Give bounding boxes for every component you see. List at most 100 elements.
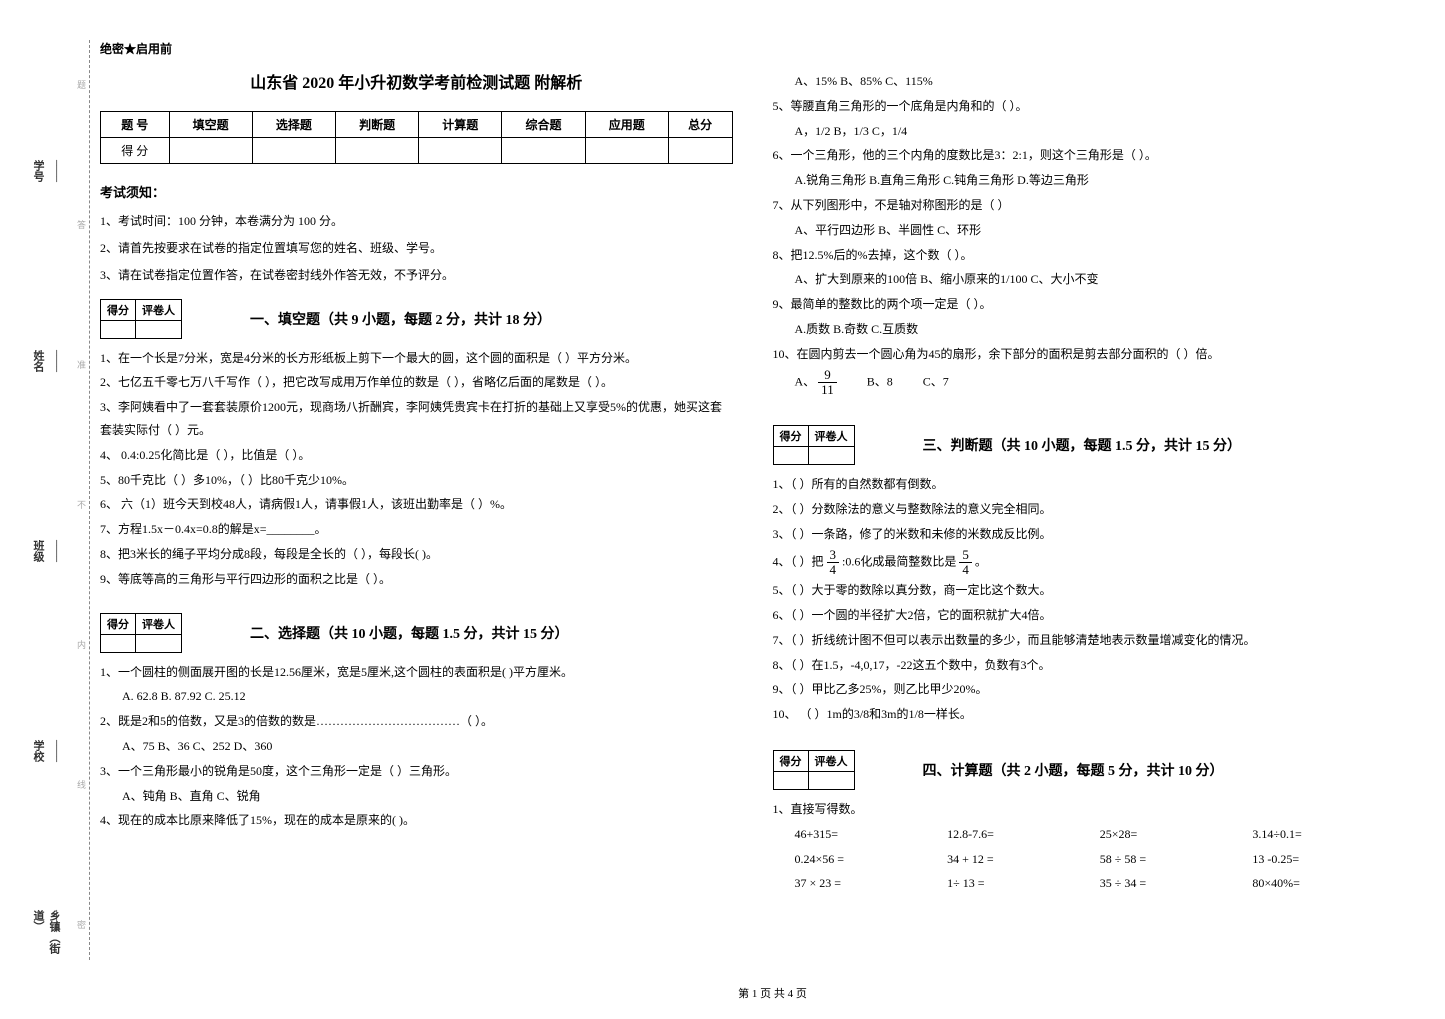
col-head: 总分	[668, 112, 732, 138]
mini-col: 得分	[101, 299, 136, 320]
mini-col: 评卷人	[136, 613, 182, 634]
margin-inside: 答	[75, 220, 88, 231]
secret-label: 绝密★启用前	[100, 40, 733, 57]
col-head: 题 号	[101, 112, 170, 138]
margin-fill: ____	[55, 160, 67, 182]
calc-item: 34 + 12 =	[947, 848, 1100, 871]
question: 9、等底等高的三角形与平行四边形的面积之比是（ ）。	[100, 568, 733, 591]
calc-row: 46+315= 12.8-7.6= 25×28= 3.14÷0.1=	[773, 823, 1406, 846]
question: 5、等腰直角三角形的一个底角是内角和的（ ）。	[773, 95, 1406, 118]
choice-question-list: 1、一个圆柱的侧面展开图的长是12.56厘米，宽是5厘米,这个圆柱的表面积是( …	[100, 661, 733, 833]
section-header-row: 得分评卷人 四、计算题（共 2 小题，每题 5 分，共计 10 分）	[773, 750, 1406, 790]
page-footer: 第 1 页 共 4 页	[100, 985, 1445, 1001]
q-mid: :0.6化成最简整数比是	[842, 554, 959, 568]
question: 6、（ ）一个圆的半径扩大2倍，它的面积就扩大4倍。	[773, 604, 1406, 627]
calc-item: 25×28=	[1100, 823, 1253, 846]
margin-inside: 不	[75, 500, 88, 511]
options: A、扩大到原来的100倍 B、缩小原来的1/100 C、大小不变	[773, 268, 1406, 291]
calc-item: 37 × 23 =	[795, 872, 948, 895]
mini-col: 得分	[773, 750, 808, 771]
calc-row: 37 × 23 = 1÷ 13 = 35 ÷ 34 = 80×40%=	[773, 872, 1406, 895]
opt-b: B、8	[867, 374, 893, 388]
frac-num: 5	[959, 548, 972, 563]
fraction: 911	[818, 368, 837, 398]
margin-fill: ____	[55, 910, 67, 932]
section-title: 三、判断题（共 10 小题，每题 1.5 分，共计 15 分）	[923, 435, 1242, 455]
question: 5、80千克比（ ）多10%，（ ）比80千克少10%。	[100, 469, 733, 492]
question: 6、 六（1）班今天到校48人，请病假1人，请事假1人，该班出勤率是（ ）%。	[100, 493, 733, 516]
section-title: 四、计算题（共 2 小题，每题 5 分，共计 10 分）	[923, 760, 1224, 780]
question: 5、（ ）大于零的数除以真分数，商一定比这个数大。	[773, 579, 1406, 602]
margin-fill: ____	[55, 540, 67, 562]
calc-head: 1、直接写得数。	[773, 798, 1406, 821]
margin-fill: ____	[55, 740, 67, 762]
section-header-row: 得分评卷人 一、填空题（共 9 小题，每题 2 分，共计 18 分）	[100, 299, 733, 339]
col-head: 应用题	[585, 112, 668, 138]
frac-num: 9	[818, 368, 837, 383]
section-title: 二、选择题（共 10 小题，每题 1.5 分，共计 15 分）	[250, 623, 569, 643]
question: 1、一个圆柱的侧面展开图的长是12.56厘米，宽是5厘米,这个圆柱的表面积是( …	[100, 661, 733, 684]
score-table: 题 号 填空题 选择题 判断题 计算题 综合题 应用题 总分 得 分	[100, 111, 733, 164]
notice-list: 1、考试时间：100 分钟，本卷满分为 100 分。 2、请首先按要求在试卷的指…	[100, 209, 733, 289]
question: 4、现在的成本比原来降低了15%，现在的成本是原来的( )。	[100, 809, 733, 832]
right-column: A、15% B、85% C、115% 5、等腰直角三角形的一个底角是内角和的（ …	[773, 40, 1406, 897]
binding-margin: 乡镇（街道） ____ 学校 ____ 班级 ____ 姓名 ____ 学号 _…	[30, 40, 90, 960]
margin-label: 班级	[30, 540, 46, 562]
options: A.锐角三角形 B.直角三角形 C.钝角三角形 D.等边三角形	[773, 169, 1406, 192]
fraction: 54	[959, 548, 972, 578]
calc-item: 13 -0.25=	[1252, 848, 1405, 871]
options: A、75 B、36 C、252 D、360	[100, 735, 733, 758]
question: 8、把12.5%后的%去掉，这个数（ ）。	[773, 244, 1406, 267]
notice-item: 1、考试时间：100 分钟，本卷满分为 100 分。	[100, 209, 733, 234]
question: 6、一个三角形，他的三个内角的度数比是3：2:1，则这个三角形是（ ）。	[773, 144, 1406, 167]
calc-item: 1÷ 13 =	[947, 872, 1100, 895]
table-row: 得 分	[101, 138, 733, 164]
calc-item: 46+315=	[795, 823, 948, 846]
col-head: 选择题	[252, 112, 335, 138]
question: 10、 （ ）1m的3/8和3m的1/8一样长。	[773, 703, 1406, 726]
margin-fill: ____	[55, 350, 67, 372]
options: A、钝角 B、直角 C、锐角	[100, 785, 733, 808]
options: A、15% B、85% C、115%	[773, 70, 1406, 93]
left-column: 绝密★启用前 山东省 2020 年小升初数学考前检测试题 附解析 题 号 填空题…	[100, 40, 733, 897]
margin-inside: 密	[75, 920, 88, 931]
question: 7、从下列图形中，不是轴对称图形的是（ ）	[773, 194, 1406, 217]
question: 3、一个三角形最小的锐角是50度，这个三角形一定是（ ）三角形。	[100, 760, 733, 783]
calc-question-list: 1、直接写得数。 46+315= 12.8-7.6= 25×28= 3.14÷0…	[773, 798, 1406, 895]
question: 3、李阿姨看中了一套套装原价1200元，现商场八折酬宾，李阿姨凭贵宾卡在打折的基…	[100, 396, 733, 442]
options: A、 911 B、8 C、7	[773, 368, 1406, 398]
question: 10、在圆内剪去一个圆心角为45的扇形，余下部分的面积是剪去部分面积的（ ）倍。	[773, 343, 1406, 366]
question: 2、既是2和5的倍数，又是3的倍数的数是………………………………（ ）。	[100, 710, 733, 733]
margin-inside: 准	[75, 360, 88, 371]
col-head: 综合题	[502, 112, 585, 138]
question: 4、 0.4:0.25化简比是（ ），比值是（ ）。	[100, 444, 733, 467]
mini-col: 得分	[773, 426, 808, 447]
section-header-row: 得分评卷人 三、判断题（共 10 小题，每题 1.5 分，共计 15 分）	[773, 425, 1406, 465]
table-row: 题 号 填空题 选择题 判断题 计算题 综合题 应用题 总分	[101, 112, 733, 138]
options: A，1/2 B，1/3 C，1/4	[773, 120, 1406, 143]
margin-label: 学校	[30, 740, 46, 762]
page-title: 山东省 2020 年小升初数学考前检测试题 附解析	[100, 69, 733, 93]
question: 2、七亿五千零七万八千写作（ ），把它改写成用万作单位的数是（ ），省略亿后面的…	[100, 371, 733, 394]
options: A. 62.8 B. 87.92 C. 25.12	[100, 685, 733, 708]
fill-question-list: 1、在一个长是7分米，宽是4分米的长方形纸板上剪下一个最大的圆，这个圆的面积是（…	[100, 347, 733, 591]
calc-item: 58 ÷ 58 =	[1100, 848, 1253, 871]
col-head: 判断题	[335, 112, 418, 138]
options: A、平行四边形 B、半圆性 C、环形	[773, 219, 1406, 242]
frac-den: 4	[827, 563, 840, 577]
margin-inside: 线	[75, 780, 88, 791]
question: 7、（ ）折线统计图不但可以表示出数量的多少，而且能够清楚地表示数量增减变化的情…	[773, 629, 1406, 652]
score-mini-table: 得分评卷人	[100, 299, 182, 339]
section-title: 一、填空题（共 9 小题，每题 2 分，共计 18 分）	[250, 309, 551, 329]
mini-col: 评卷人	[136, 299, 182, 320]
frac-den: 11	[818, 383, 837, 397]
question: 4、（ ）把 34 :0.6化成最简整数比是 54 。	[773, 548, 1406, 578]
q-pre: 4、（ ）把	[773, 554, 827, 568]
score-mini-table: 得分评卷人	[773, 750, 855, 790]
question: 9、（ ）甲比乙多25%，则乙比甲少20%。	[773, 678, 1406, 701]
frac-num: 3	[827, 548, 840, 563]
opt-c: C、7	[923, 374, 949, 388]
margin-inside: 内	[75, 640, 88, 651]
notice-item: 2、请首先按要求在试卷的指定位置填写您的姓名、班级、学号。	[100, 236, 733, 261]
opt-a-label: A、	[795, 374, 816, 388]
